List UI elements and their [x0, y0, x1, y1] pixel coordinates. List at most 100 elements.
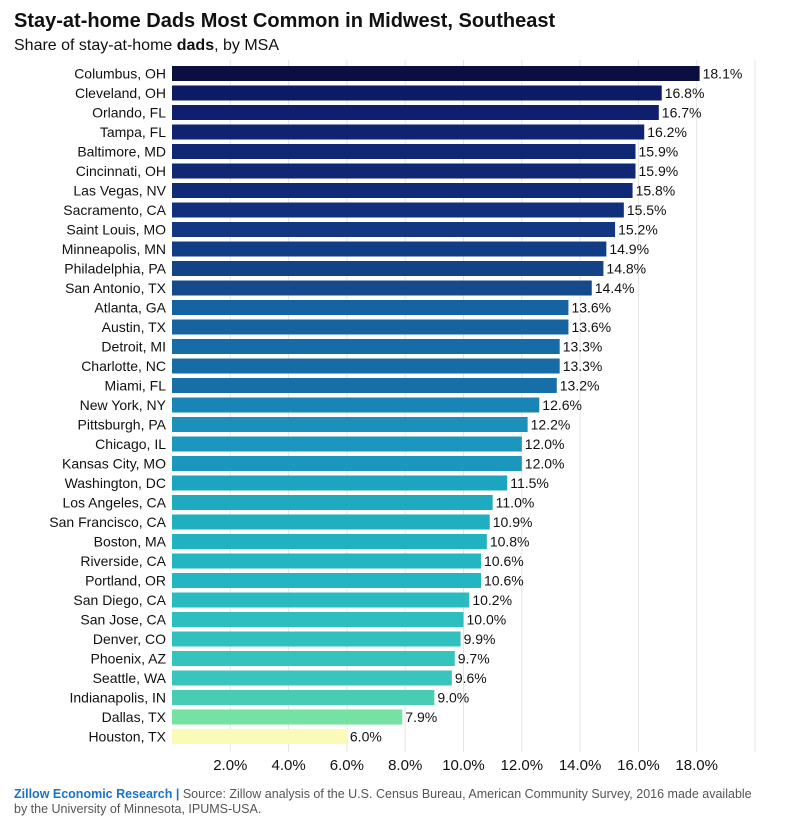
bar: [172, 534, 487, 549]
category-label: Tampa, FL: [100, 124, 166, 140]
value-label: 6.0%: [350, 729, 382, 745]
footer-source-text: Source: Zillow analysis of the U.S. Cens…: [14, 787, 752, 816]
bar: [172, 261, 604, 276]
value-label: 13.2%: [560, 378, 600, 394]
category-label: Portland, OR: [85, 573, 166, 589]
x-tick-label: 4.0%: [271, 757, 305, 774]
value-label: 13.3%: [563, 358, 603, 374]
bar: [172, 729, 347, 744]
category-label: Denver, CO: [93, 631, 166, 647]
category-label: Orlando, FL: [92, 105, 166, 121]
category-label: Phoenix, AZ: [91, 651, 167, 667]
bar: [172, 631, 461, 647]
category-label: San Diego, CA: [73, 592, 166, 608]
value-label: 15.2%: [618, 222, 658, 238]
value-label: 15.9%: [638, 163, 678, 179]
value-label: 10.0%: [467, 612, 507, 628]
bar: [172, 105, 659, 120]
bar: [172, 690, 435, 705]
value-label: 9.9%: [464, 631, 496, 647]
bar: [172, 397, 540, 413]
x-tick-label: 18.0%: [675, 757, 718, 774]
category-label: Minneapolis, MN: [62, 241, 166, 257]
bar: [172, 163, 636, 179]
value-label: 10.9%: [493, 514, 533, 530]
value-label: 7.9%: [405, 709, 437, 725]
category-label: San Francisco, CA: [49, 514, 166, 530]
category-label: Las Vegas, NV: [73, 183, 166, 199]
value-label: 16.2%: [647, 124, 687, 140]
value-label: 15.9%: [638, 144, 678, 160]
bar: [172, 709, 403, 725]
bar: [172, 319, 569, 335]
value-label: 10.2%: [472, 592, 512, 608]
value-label: 13.6%: [571, 319, 611, 335]
category-label: Kansas City, MO: [62, 456, 166, 472]
category-label: Pittsburgh, PA: [78, 417, 167, 433]
value-label: 9.7%: [458, 651, 490, 667]
category-label: Boston, MA: [94, 534, 167, 550]
value-label: 10.6%: [484, 573, 524, 589]
bar: [172, 573, 481, 588]
bar: [172, 651, 455, 666]
bar: [172, 612, 464, 627]
value-label: 10.6%: [484, 553, 524, 569]
category-label: Cleveland, OH: [75, 85, 166, 101]
chart-title: Stay-at-home Dads Most Common in Midwest…: [14, 10, 556, 32]
value-label: 15.8%: [636, 183, 676, 199]
category-label: Indianapolis, IN: [69, 690, 166, 706]
category-label: San Antonio, TX: [65, 280, 167, 296]
bar: [172, 222, 616, 237]
footer-source: Zillow Economic Research | Source: Zillo…: [14, 787, 754, 817]
value-label: 9.6%: [455, 670, 487, 686]
category-label: Charlotte, NC: [81, 358, 166, 374]
category-label: Chicago, IL: [95, 436, 166, 452]
value-label: 12.2%: [531, 417, 571, 433]
category-label: Houston, TX: [88, 729, 166, 745]
value-label: 14.4%: [595, 280, 635, 296]
bar: [172, 339, 560, 354]
category-label: Austin, TX: [102, 319, 167, 335]
category-label: Baltimore, MD: [77, 144, 166, 160]
value-label: 13.3%: [563, 339, 603, 355]
value-label: 11.5%: [510, 475, 549, 491]
category-label: Sacramento, CA: [63, 202, 166, 218]
value-label: 12.0%: [525, 456, 565, 472]
value-label: 9.0%: [437, 690, 469, 706]
bar: [172, 300, 569, 315]
x-tick-label: 6.0%: [330, 757, 364, 774]
value-label: 11.0%: [496, 495, 535, 511]
subtitle-suffix: , by MSA: [214, 37, 279, 54]
bar: [172, 202, 624, 218]
category-label: Los Angeles, CA: [62, 495, 166, 511]
category-label: Atlanta, GA: [94, 300, 166, 316]
bar-chart: Columbus, OH 18.1% Cleveland, OH 16.8% Orlan…: [49, 60, 756, 774]
category-label: Detroit, MI: [101, 339, 166, 355]
bar: [172, 417, 528, 432]
bar: [172, 241, 607, 257]
category-label: Dallas, TX: [102, 709, 167, 725]
x-tick-label: 16.0%: [617, 757, 660, 774]
category-label: Philadelphia, PA: [64, 261, 166, 277]
bar: [172, 436, 522, 452]
bar: [172, 280, 592, 296]
x-tick-label: 12.0%: [501, 757, 544, 774]
category-label: New York, NY: [80, 397, 167, 413]
value-label: 15.5%: [627, 202, 667, 218]
value-label: 12.0%: [525, 436, 565, 452]
x-tick-label: 14.0%: [559, 757, 602, 774]
category-label: San Jose, CA: [80, 612, 166, 628]
bar: [172, 592, 470, 608]
value-label: 10.8%: [490, 534, 530, 550]
bar: [172, 144, 636, 159]
value-label: 18.1%: [703, 66, 743, 82]
value-label: 14.8%: [606, 261, 646, 277]
subtitle-bold: dads: [176, 37, 215, 54]
bar: [172, 514, 490, 530]
category-label: Riverside, CA: [80, 553, 166, 569]
bar: [172, 456, 522, 471]
value-label: 14.9%: [609, 241, 649, 257]
category-label: Washington, DC: [65, 475, 166, 491]
category-label: Columbus, OH: [74, 66, 166, 82]
x-tick-label: 2.0%: [213, 757, 247, 774]
